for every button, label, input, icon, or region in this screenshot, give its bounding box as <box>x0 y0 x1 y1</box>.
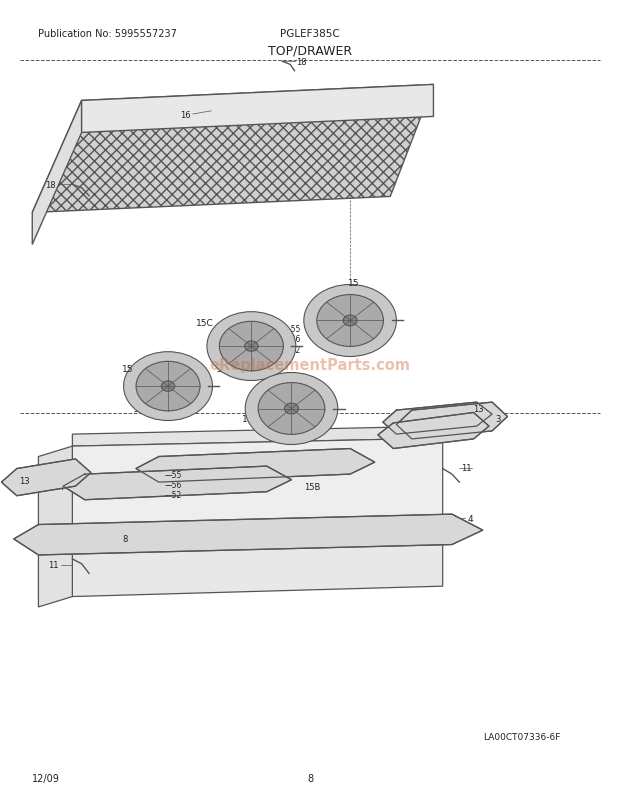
Polygon shape <box>14 515 483 555</box>
Text: 12/09: 12/09 <box>32 773 60 783</box>
Text: eReplacementParts.com: eReplacementParts.com <box>210 358 410 372</box>
Ellipse shape <box>123 352 213 421</box>
Polygon shape <box>136 449 375 483</box>
Text: 15: 15 <box>347 278 359 287</box>
Text: 13: 13 <box>474 404 484 414</box>
Ellipse shape <box>343 316 357 326</box>
Text: —52: —52 <box>216 367 234 376</box>
Text: —56: —56 <box>134 396 151 406</box>
Text: —55: —55 <box>284 325 301 334</box>
Text: 4: 4 <box>467 514 473 523</box>
Text: —52: —52 <box>165 491 182 500</box>
Text: —56: —56 <box>216 357 234 366</box>
Text: —55: —55 <box>216 346 234 355</box>
Polygon shape <box>38 533 73 607</box>
Text: —55: —55 <box>134 386 151 395</box>
Text: LA00CT07336-6F: LA00CT07336-6F <box>483 731 560 741</box>
Polygon shape <box>1 460 91 496</box>
Text: 16: 16 <box>180 111 191 119</box>
Text: 8: 8 <box>307 773 313 783</box>
Text: 15A: 15A <box>432 419 448 428</box>
Text: —56: —56 <box>284 335 301 344</box>
Polygon shape <box>73 427 443 447</box>
Text: 8: 8 <box>122 535 128 544</box>
Text: Publication No: 5995557237: Publication No: 5995557237 <box>38 29 177 38</box>
Text: —56: —56 <box>165 480 182 489</box>
Text: 1: 1 <box>242 414 248 423</box>
Text: 18: 18 <box>45 180 55 190</box>
Polygon shape <box>63 467 291 500</box>
Text: 15C: 15C <box>196 318 214 327</box>
Text: 15: 15 <box>122 365 134 374</box>
Ellipse shape <box>136 362 200 411</box>
Polygon shape <box>73 439 443 530</box>
Ellipse shape <box>304 286 396 357</box>
Text: —52: —52 <box>134 407 151 416</box>
Text: —52: —52 <box>257 427 275 436</box>
Text: —55: —55 <box>257 407 275 416</box>
Text: —55: —55 <box>165 470 182 479</box>
Text: 11: 11 <box>461 464 472 472</box>
Polygon shape <box>38 447 73 541</box>
Polygon shape <box>82 85 433 133</box>
Polygon shape <box>396 403 508 439</box>
Ellipse shape <box>207 312 296 381</box>
Text: —56: —56 <box>257 417 275 427</box>
Text: 18: 18 <box>296 58 307 67</box>
Polygon shape <box>73 522 443 597</box>
Ellipse shape <box>245 342 258 352</box>
Polygon shape <box>378 413 489 449</box>
Polygon shape <box>32 101 82 245</box>
Text: 3: 3 <box>495 414 500 423</box>
Text: 11: 11 <box>48 561 58 569</box>
Polygon shape <box>32 85 433 213</box>
Text: 6A: 6A <box>52 482 63 491</box>
Text: PGLEF385C: PGLEF385C <box>280 29 340 38</box>
Polygon shape <box>383 403 492 435</box>
Text: 15B: 15B <box>304 482 320 491</box>
Ellipse shape <box>161 382 175 391</box>
Text: —52: —52 <box>284 346 301 354</box>
Text: 13: 13 <box>19 476 29 485</box>
Ellipse shape <box>317 295 383 347</box>
Ellipse shape <box>258 383 325 435</box>
Ellipse shape <box>285 403 298 415</box>
Ellipse shape <box>219 322 283 371</box>
Ellipse shape <box>245 373 338 445</box>
Text: TOP/DRAWER: TOP/DRAWER <box>268 45 352 58</box>
